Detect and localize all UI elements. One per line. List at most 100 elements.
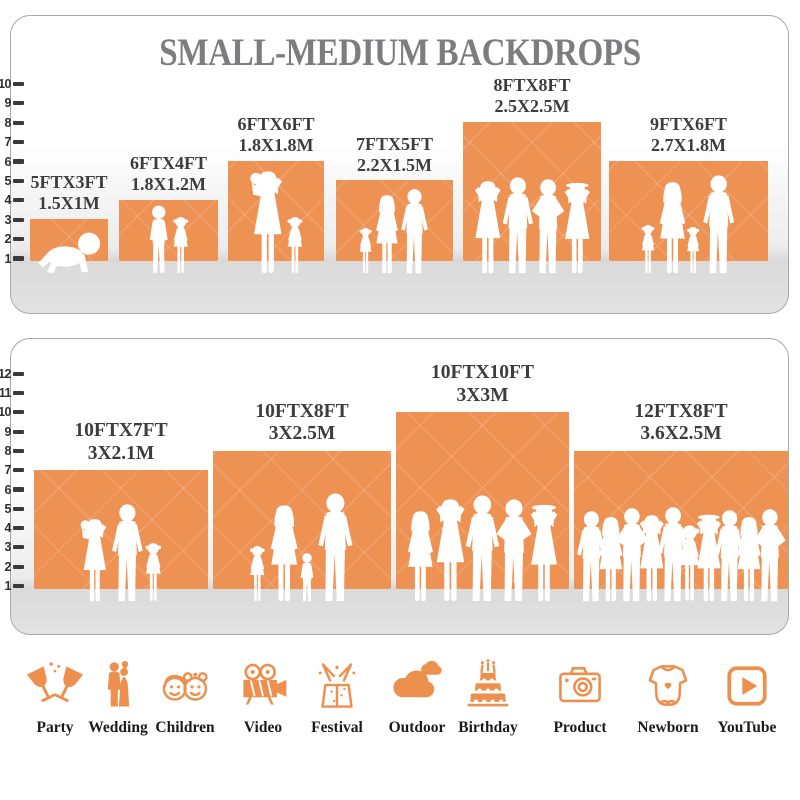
ruler-tick-10: 10 xyxy=(0,405,24,419)
ruler-tick-dash xyxy=(13,506,24,511)
category-row: Party Wedding Children Video Festival Outdoor… xyxy=(0,658,800,778)
ruler-tick-number: 4 xyxy=(4,193,12,208)
people-silhouette xyxy=(474,177,590,274)
people-silhouette xyxy=(407,495,558,602)
wedding-icon xyxy=(107,660,130,707)
ruler-tick-11: 11 xyxy=(0,386,24,400)
youtube-icon xyxy=(727,666,767,706)
backdrop-size-ft: 6FTX4FT xyxy=(129,153,207,174)
backdrop-size-m: 1.8X1.2M xyxy=(131,173,206,194)
people-silhouette xyxy=(641,175,734,274)
ruler-tick-6: 6 xyxy=(0,483,24,497)
people-silhouette xyxy=(249,493,353,602)
category-outdoor: Outdoor xyxy=(374,658,460,737)
ruler-tick-number: 12 xyxy=(0,366,12,381)
festival-icon xyxy=(318,663,356,708)
ruler-tick-dash xyxy=(13,448,24,453)
ruler-tick-dash xyxy=(13,429,24,434)
backdrop-size-ft: 5FTX3FT xyxy=(30,172,108,193)
ruler-tick-number: 7 xyxy=(4,135,12,150)
people-silhouette xyxy=(38,232,101,274)
ruler-tick-7: 7 xyxy=(0,463,24,477)
ruler-tick-number: 4 xyxy=(4,521,12,536)
backdrop-label-5ftx3ft: 5FTX3FT 1.5X1M xyxy=(0,172,189,214)
backdrop-size-ft: 8FTX8FT xyxy=(493,75,571,96)
people-silhouette xyxy=(249,171,303,274)
backdrop-label-8ftx8ft: 8FTX8FT 2.5X2.5M xyxy=(412,75,652,117)
backdrop-label-10ftx8ft: 10FTX8FT 3X2.5M xyxy=(182,401,422,446)
ruler-tick-number: 2 xyxy=(4,232,12,247)
backdrop-label-10ftx10ft: 10FTX10FT 3X3M xyxy=(363,362,603,407)
backdrop-size-m: 1.8X1.8M xyxy=(238,135,314,156)
backdrop-size-ft: 7FTX5FT xyxy=(355,133,433,154)
people-silhouette xyxy=(577,507,786,602)
page-title: SMALL-MEDIUM BACKDROPS xyxy=(158,31,641,74)
outdoor-icon xyxy=(393,660,442,698)
ruler-tick-number: 3 xyxy=(4,540,12,555)
category-label: Festival xyxy=(311,719,363,736)
ruler-tick-2: 2 xyxy=(0,560,24,574)
category-label: YouTube xyxy=(717,719,777,736)
panel-medium: 1 2 3 4 5 6 7 8 9 10 11 12 10FTX7FT 3X2.1M 10FTX8FT 3X2… xyxy=(0,338,789,635)
ruler-tick-number: 9 xyxy=(4,96,12,111)
category-children: Children xyxy=(142,658,228,737)
ruler-tick-dash xyxy=(13,526,24,531)
backdrop-size-ft: 10FTX7FT xyxy=(74,419,168,441)
ruler-tick-number: 8 xyxy=(4,115,12,130)
ruler-tick-number: 9 xyxy=(4,424,12,439)
ruler-tick-5: 5 xyxy=(0,174,24,188)
children-icon xyxy=(162,672,208,701)
backdrop-size-m: 3.6X2.5M xyxy=(640,423,722,445)
ruler-tick-9: 9 xyxy=(0,425,24,439)
ruler-tick-5: 5 xyxy=(0,502,24,516)
ruler-tick-dash xyxy=(13,178,24,183)
category-label: Newborn xyxy=(637,719,699,736)
ruler-tick-number: 3 xyxy=(4,212,12,227)
people-silhouette xyxy=(359,189,428,274)
ruler-tick-dash xyxy=(13,81,24,86)
people-silhouette xyxy=(80,504,161,602)
ruler-tick-3: 3 xyxy=(0,540,24,554)
backdrop-size-ft: 10FTX10FT xyxy=(431,362,534,384)
backdrop-size-m: 3X3M xyxy=(456,384,509,406)
backdrop-bar-10ftx8ft xyxy=(213,450,391,589)
backdrop-size-ft: 10FTX8FT xyxy=(255,400,349,422)
backdrop-size-m: 3X2.5M xyxy=(268,423,336,445)
backdrop-bar-7ftx5ft xyxy=(336,180,453,261)
backdrop-label-12ftx8ft: 12FTX8FT 3.6X2.5M xyxy=(561,401,800,446)
ruler-tick-6: 6 xyxy=(0,155,24,169)
backdrop-label-7ftx5ft: 7FTX5FT 2.2X1.5M xyxy=(275,134,515,176)
category-label: Outdoor xyxy=(388,719,446,736)
ruler-tick-dash xyxy=(13,468,24,473)
ruler-tick-dash xyxy=(13,237,24,242)
ruler-tick-2: 2 xyxy=(0,232,24,246)
ruler-tick-number: 2 xyxy=(4,559,12,574)
ruler-tick-number: 7 xyxy=(4,463,12,478)
category-video: Video xyxy=(220,658,306,737)
ruler-tick-dash xyxy=(13,487,24,492)
ruler-tick-1: 1 xyxy=(0,252,24,266)
ruler-tick-4: 4 xyxy=(0,521,24,535)
ruler-tick-number: 1 xyxy=(4,251,12,266)
ruler-tick-dash xyxy=(13,217,24,222)
ruler-tick-number: 5 xyxy=(4,501,12,516)
ruler-tick-4: 4 xyxy=(0,193,24,207)
category-label: Birthday xyxy=(458,719,518,736)
ruler-tick-dash xyxy=(13,120,24,125)
ruler-tick-dash xyxy=(13,256,24,261)
backdrop-bar-6ftx4ft xyxy=(119,199,218,261)
ruler-tick-12: 12 xyxy=(0,367,24,381)
video-icon xyxy=(243,663,287,705)
ruler-tick-number: 5 xyxy=(4,173,12,188)
ruler-tick-dash xyxy=(13,101,24,106)
ruler-tick-dash xyxy=(13,159,24,164)
category-party: Party xyxy=(12,658,98,737)
ruler-tick-dash xyxy=(13,140,24,145)
ruler-tick-10: 10 xyxy=(0,77,24,91)
ruler-tick-number: 6 xyxy=(4,154,12,169)
category-festival: Festival xyxy=(294,658,380,737)
ruler-tick-number: 11 xyxy=(0,386,12,400)
backdrop-size-m: 1.5X1M xyxy=(38,193,100,214)
ruler-tick-dash xyxy=(13,410,24,415)
